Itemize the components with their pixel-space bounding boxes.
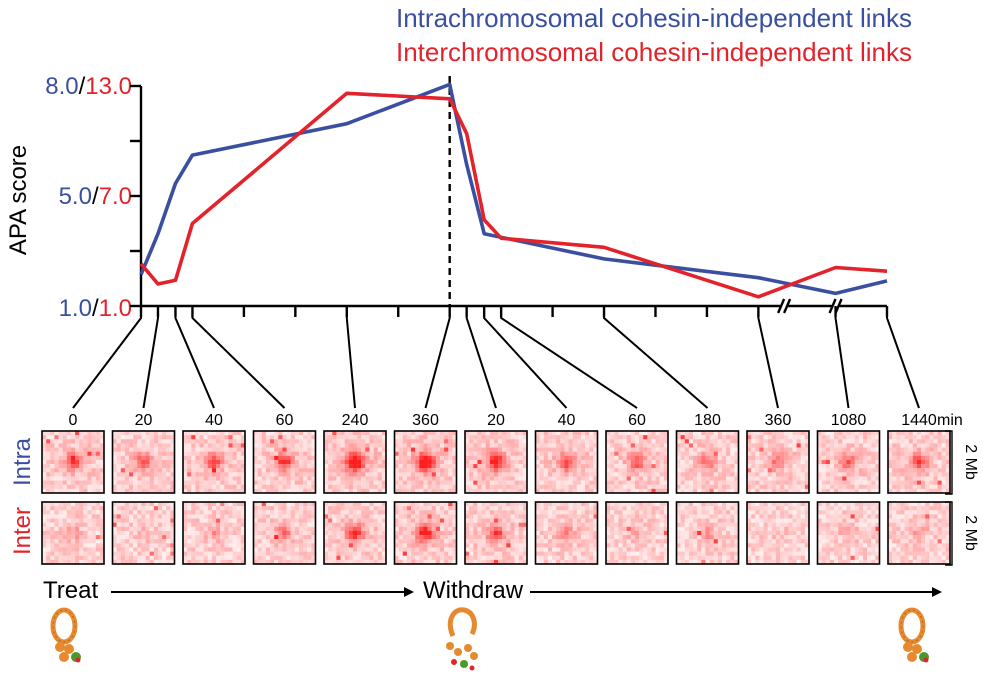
apa-panel-intra-2: [111, 430, 176, 494]
y-tick-label-mid: 5.0/7.0: [59, 183, 132, 210]
scale-bracket-inter: [945, 501, 953, 566]
timepoint-label-2: 20: [135, 412, 153, 429]
row-label-inter: Inter: [9, 507, 36, 555]
axis-break-mark-2-1: [828, 298, 837, 314]
legend-intra: Intrachromosomal cohesin-independent lin…: [396, 3, 912, 33]
apa-panel-intra-9: [605, 430, 669, 494]
apa-panel-intra-8: [534, 430, 599, 494]
apa-panel-inter-2: [111, 501, 176, 565]
apa-panel-inter-3: [182, 501, 246, 565]
timepoint-label-12: 1080: [831, 412, 867, 429]
series-line-inter: [139, 91, 888, 299]
apa-panel-intra-11: [746, 430, 810, 494]
timepoint-connector-9: [500, 317, 638, 409]
apa-panel-intra-5: [323, 430, 387, 494]
timepoint-connector-5: [345, 317, 356, 409]
timepoint-label-1: 0: [69, 412, 78, 429]
timepoint-label-13: 1440: [901, 412, 937, 429]
timepoint-connector-13: [886, 317, 920, 409]
timepoint-label-3: 40: [205, 412, 223, 429]
timepoint-connector-12: [834, 317, 850, 409]
legend-inter: Interchromosomal cohesin-independent lin…: [396, 37, 912, 67]
x-ticks: [139, 306, 889, 317]
apa-panel-intra-12: [816, 430, 881, 494]
apa-panel-inter-11: [746, 501, 810, 565]
timepoint-connector-7: [465, 317, 497, 409]
timepoint-connector-8: [483, 317, 568, 409]
treat-label: Treat: [43, 577, 98, 604]
y-axis-label: APA score: [5, 145, 32, 255]
timepoint-connector-10: [603, 317, 709, 409]
cohesin-ring-icon-right: [898, 607, 929, 663]
apa-panel-inter-5: [323, 501, 387, 565]
y-tick-label-bottom: 1.0/1.0: [59, 295, 132, 322]
timepoint-connector-3: [174, 317, 215, 409]
series-line-intra: [139, 82, 888, 296]
timepoint-label-5: 240: [342, 412, 369, 429]
timepoint-connectors: [72, 317, 920, 409]
timepoint-label-8: 40: [558, 412, 576, 429]
scale-label-inter: 2 Mb: [962, 515, 979, 551]
apa-panel-inter-8: [534, 501, 599, 565]
withdraw-label: Withdraw: [423, 577, 524, 604]
apa-panel-intra-13: [887, 430, 951, 494]
scale-label-intra: 2 Mb: [962, 444, 979, 480]
apa-panel-intra-7: [464, 430, 528, 494]
timepoint-connector-1: [72, 317, 142, 409]
time-unit-label: min: [937, 412, 963, 429]
axis-break-mark-2-2: [834, 298, 843, 314]
timepoint-label-4: 60: [276, 412, 294, 429]
apa-panel-inter-12: [816, 501, 881, 565]
timepoint-connector-2: [142, 317, 159, 409]
timepoint-label-10: 180: [694, 412, 721, 429]
apa-panel-inter-1: [41, 501, 105, 565]
axis-break-mark-1-2: [783, 298, 792, 314]
timepoint-label-9: 60: [628, 412, 646, 429]
timepoint-connector-6: [424, 317, 451, 409]
scale-bracket-intra: [945, 430, 953, 495]
apa-panel-inter-13: [887, 501, 951, 565]
timepoint-connector-11: [757, 317, 779, 409]
apa-panel-inter-4: [252, 501, 317, 565]
row-label-intra: Intra: [9, 437, 36, 486]
timepoint-label-6: 360: [412, 412, 439, 429]
apa-panel-intra-3: [182, 430, 246, 494]
apa-panel-inter-9: [605, 501, 669, 565]
cohesin-ring-open-icon: [446, 607, 478, 671]
apa-panel-inter-10: [675, 501, 740, 565]
apa-panel-inter-7: [464, 501, 528, 565]
axis-breaks: [777, 298, 843, 314]
cohesin-ring-icon-left: [50, 607, 81, 663]
apa-heatmap-panels: [41, 430, 951, 565]
timepoint-label-7: 20: [487, 412, 505, 429]
y-tick-label-top: 8.0/13.0: [45, 73, 132, 100]
timepoint-labels: 0 20 40 60 240 360 20 40 60 180 360 1080 1440: [69, 412, 937, 429]
apa-panel-intra-4: [252, 430, 317, 494]
apa-panel-intra-1: [41, 430, 105, 494]
timepoint-connector-4: [191, 317, 286, 409]
apa-panel-intra-6: [393, 430, 458, 494]
axis-break-mark-1-1: [777, 298, 786, 314]
apa-panel-intra-10: [675, 430, 740, 494]
apa-panel-inter-6: [393, 501, 458, 565]
timepoint-label-11: 360: [765, 412, 792, 429]
